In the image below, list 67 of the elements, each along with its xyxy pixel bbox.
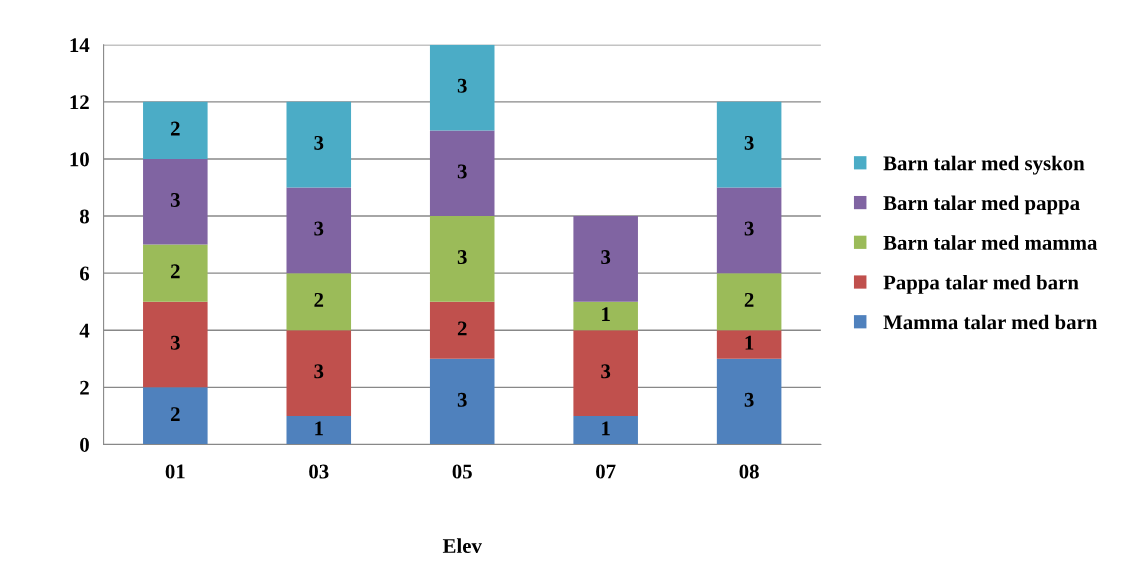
data-label: 2 [457,321,467,336]
bar [716,358,782,445]
x-tick-label: 08 [739,464,759,479]
bar [143,387,208,445]
bar [716,101,782,188]
y-tick-label: 10 [70,152,89,167]
data-label: 2 [170,407,180,421]
data-label: 3 [170,335,180,350]
y-tick-label: 8 [79,209,90,224]
bar [573,301,638,331]
y-tick-label: 14 [70,38,90,52]
y-tick-label: 0 [80,437,89,452]
bar [573,330,638,416]
data-label: 2 [170,264,180,279]
x-tick-label: 07 [596,464,616,479]
bar [429,216,495,302]
legend-label: Mamma talar med barn [883,314,1098,330]
bar [286,330,352,416]
data-label: 1 [602,421,610,436]
data-label: 3 [314,221,324,236]
x-tick-label: 01 [165,464,185,479]
legend-label: Barn talar med pappa [883,195,1080,215]
data-label: 3 [744,135,754,150]
data-label: 3 [457,250,467,265]
bar [286,187,352,274]
data-label: 3 [457,78,467,93]
bar [143,158,208,245]
data-label: 1 [602,307,610,321]
data-label: 1 [745,335,754,350]
bar [143,244,208,302]
bar [286,415,352,445]
data-label: 3 [744,221,754,236]
data-label: 3 [170,192,180,207]
bar [716,273,782,331]
bar [143,101,208,159]
x-axis-title: Elev [442,538,482,554]
y-tick-label: 4 [79,323,90,338]
bar [286,101,352,188]
x-tick-label: 05 [452,464,472,479]
legend-label: Pappa talar med barn [883,274,1079,294]
bar [286,273,352,331]
data-label: 2 [744,292,754,307]
bar [573,415,638,445]
data-label: 3 [601,364,611,379]
bar [429,301,495,359]
bar [716,330,782,359]
data-label: 2 [170,121,180,136]
y-tick-label: 12 [70,95,89,110]
bar [716,187,782,274]
data-label: 2 [314,292,324,307]
data-label: 3 [457,392,467,407]
bar [143,301,208,388]
bar [429,130,495,217]
y-tick-label: 2 [80,380,89,395]
y-tick-label: 6 [80,266,90,281]
bar [429,44,495,131]
bar [429,358,495,445]
x-tick-label: 03 [309,464,329,479]
bar [573,216,638,302]
legend-label: Barn talar med syskon [883,155,1085,175]
data-label: 1 [315,421,323,436]
data-label: 3 [314,364,324,379]
data-label: 3 [457,164,467,179]
data-label: 3 [314,135,324,150]
data-label: 3 [601,250,611,265]
data-label: 3 [744,392,754,407]
legend-label: Barn talar med mamma [883,235,1098,250]
